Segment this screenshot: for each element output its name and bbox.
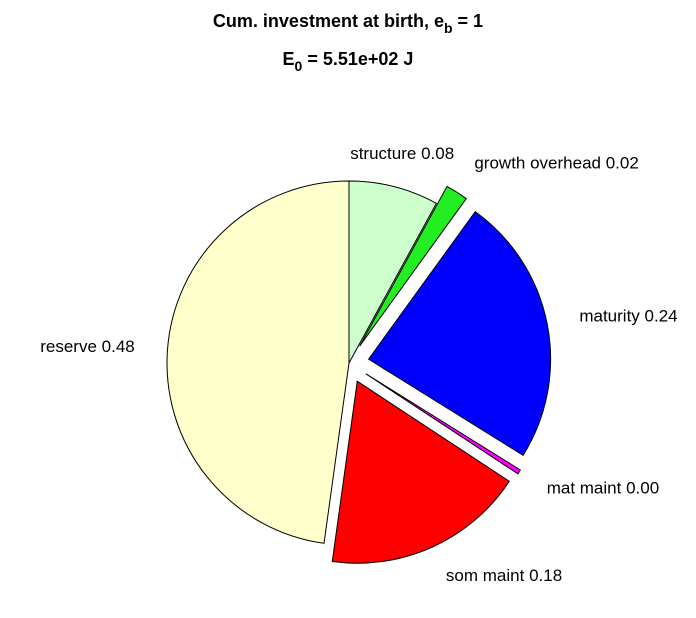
title-subscript: b xyxy=(444,20,453,36)
subtitle-text: = 5.51e+02 J xyxy=(302,49,413,69)
slice-name: mat maint xyxy=(547,479,622,498)
slice-value: 0.18 xyxy=(529,566,562,585)
pie-slice xyxy=(365,373,522,475)
slice-label: som maint 0.18 xyxy=(446,566,562,585)
slice-value: 0.48 xyxy=(102,338,135,357)
slice-name: som maint xyxy=(446,566,525,585)
title-text: Cum. investment at birth, e xyxy=(213,11,444,31)
slice-label: growth overhead 0.02 xyxy=(474,154,638,173)
slice-value: 0.02 xyxy=(606,154,639,173)
slice-label: mat maint 0.00 xyxy=(547,479,659,498)
title-text: = 1 xyxy=(453,11,484,31)
slice-label: reserve 0.48 xyxy=(40,338,135,357)
pie-slice xyxy=(348,180,438,364)
pie-slice xyxy=(367,210,552,457)
slice-name: reserve xyxy=(40,338,97,357)
slice-label: structure 0.08 xyxy=(350,144,454,163)
slice-label: maturity 0.24 xyxy=(579,307,677,326)
slice-value: 0.08 xyxy=(421,144,454,163)
subtitle-subscript: 0 xyxy=(295,58,303,74)
chart-title: Cum. investment at birth, eb = 1 xyxy=(213,11,483,36)
slice-name: structure xyxy=(350,144,416,163)
slice-value: 0.24 xyxy=(645,307,678,326)
chart-subtitle: E0 = 5.51e+02 J xyxy=(283,49,414,74)
pie-slice xyxy=(359,185,467,347)
pie-slice xyxy=(166,180,350,544)
slice-name: maturity xyxy=(579,307,640,326)
pie-slice xyxy=(331,380,510,564)
slice-name: growth overhead xyxy=(474,154,601,173)
slice-value: 0.00 xyxy=(626,479,659,498)
subtitle-text: E xyxy=(283,49,295,69)
